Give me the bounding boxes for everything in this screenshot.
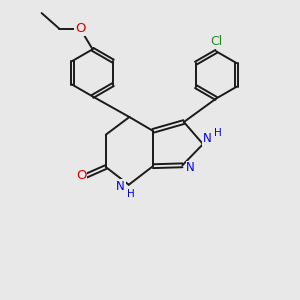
Text: N: N — [116, 180, 125, 193]
Text: N: N — [203, 132, 212, 145]
Text: H: H — [214, 128, 222, 138]
Text: N: N — [186, 161, 195, 174]
Text: O: O — [75, 22, 86, 35]
Text: H: H — [127, 189, 135, 199]
Text: Cl: Cl — [210, 35, 222, 48]
Text: O: O — [76, 169, 87, 182]
